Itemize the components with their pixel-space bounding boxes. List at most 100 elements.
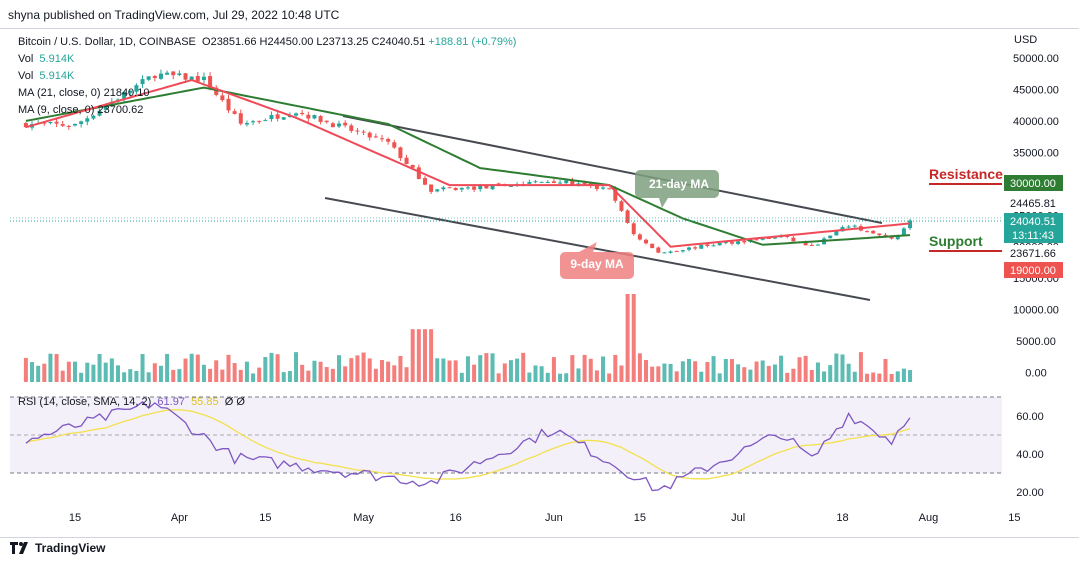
- volume-bar: [355, 355, 360, 382]
- candle-body: [674, 251, 679, 253]
- volume-bar: [772, 364, 777, 382]
- volume-bar: [343, 366, 348, 382]
- volume-bar: [883, 358, 888, 382]
- candle-body: [300, 112, 305, 115]
- candle-body: [435, 189, 440, 192]
- volume-bar: [306, 370, 311, 382]
- ohlc-values: O23851.66 H24450.00 L23713.25 C24040.51: [202, 36, 426, 48]
- volume-bar: [472, 364, 477, 382]
- volume-bar: [791, 368, 796, 382]
- candle-body: [539, 181, 544, 183]
- candle-body: [269, 114, 274, 120]
- volume-bar: [410, 329, 415, 382]
- candle-body: [760, 237, 765, 240]
- volume-bar: [73, 361, 77, 382]
- ma21-callout[interactable]: 21-day MA: [635, 170, 719, 208]
- volume-bar: [386, 361, 391, 382]
- candle-body: [601, 187, 606, 189]
- resistance-price-tag: 30000.00: [1004, 175, 1063, 191]
- vol-value: 5.914K: [39, 53, 75, 65]
- candle-body: [490, 184, 495, 190]
- candle-body: [656, 247, 661, 253]
- candle-body: [877, 233, 882, 236]
- volume-bar: [803, 355, 808, 382]
- volume-bar: [177, 369, 182, 382]
- candle-body: [367, 132, 372, 138]
- candle-body: [809, 244, 814, 246]
- time-tick-label: Aug: [919, 512, 939, 524]
- volume-bar: [447, 360, 452, 382]
- candle-body: [901, 228, 906, 236]
- legend-vol2-row[interactable]: Vol 5.914K: [18, 68, 74, 85]
- candle-body: [791, 237, 796, 242]
- channel-upper-line[interactable]: [342, 115, 883, 224]
- volume-bar: [865, 373, 870, 382]
- rsi-axis[interactable]: 60.00 40.00 20.00: [1016, 411, 1044, 499]
- legend-vol-row[interactable]: Vol 5.914K: [18, 51, 74, 68]
- legend-symbol-row[interactable]: Bitcoin / U.S. Dollar, 1D, COINBASE O238…: [18, 34, 516, 51]
- candle-body: [551, 181, 556, 184]
- volume-bars: [23, 294, 913, 382]
- publisher-header: shyna published on TradingView.com, Jul …: [8, 8, 340, 22]
- candle-body: [134, 85, 139, 92]
- volume-bar: [699, 371, 704, 382]
- volume-bar: [281, 372, 286, 382]
- candle-body: [644, 239, 649, 244]
- vol2-value: 5.914K: [39, 70, 75, 82]
- candle-body: [422, 178, 427, 185]
- currency-label: USD: [1014, 34, 1038, 46]
- volume-bar: [232, 363, 237, 382]
- legend-ma9-row[interactable]: MA (9, close, 0) 23700.62: [18, 102, 143, 119]
- candle-body: [465, 187, 470, 189]
- legend-ma21-row[interactable]: MA (21, close, 0) 21840.10: [18, 85, 149, 102]
- ma9-callout[interactable]: 9-day MA: [560, 242, 634, 279]
- rsi-line[interactable]: [25, 400, 911, 492]
- legend-rsi-row[interactable]: RSI (14, close, SMA, 14, 2) 61.97 55.85 …: [18, 394, 245, 411]
- candle-body: [736, 241, 741, 245]
- candle-body: [201, 76, 206, 81]
- candle-body: [410, 165, 415, 168]
- svg-text:24040.51: 24040.51: [1010, 216, 1056, 228]
- time-tick-label: Apr: [171, 512, 188, 524]
- candle-body: [533, 181, 538, 183]
- candle-body: [232, 111, 237, 114]
- candle-body: [416, 167, 421, 179]
- candle-body: [392, 142, 397, 148]
- channel-lower-line[interactable]: [324, 197, 871, 301]
- time-axis[interactable]: 15 Apr 15 May 16 Jun 15 Jul 18 Aug 15: [69, 512, 1021, 524]
- volume-bar: [631, 294, 636, 382]
- footer-logo[interactable]: TradingView: [10, 541, 105, 555]
- bar-countdown: 13:11:43: [1012, 230, 1054, 242]
- candle-body: [441, 187, 446, 190]
- volume-bar: [23, 357, 28, 382]
- candle-body: [257, 121, 262, 123]
- ma9-line[interactable]: [25, 78, 911, 248]
- volume-bar: [674, 371, 679, 382]
- rsi-value: 61.97: [157, 396, 185, 408]
- candle-body: [183, 73, 188, 80]
- trend-channel: [324, 115, 883, 301]
- candle-body: [189, 76, 194, 80]
- candle-body: [711, 245, 716, 247]
- time-tick-label: 15: [634, 512, 646, 524]
- ma9-legend: MA (9, close, 0) 23700.62: [18, 104, 144, 116]
- candle-body: [103, 105, 108, 110]
- candle-body: [97, 110, 102, 116]
- ma21-line[interactable]: [25, 86, 911, 246]
- rsi-tick-label: 60.00: [1016, 411, 1044, 423]
- candle-body: [723, 242, 728, 244]
- ma21-callout-text: 21-day MA: [649, 177, 709, 191]
- volume-bar: [502, 363, 507, 382]
- candle-body: [275, 114, 280, 119]
- time-tick-label: 15: [69, 512, 81, 524]
- candle-body: [607, 188, 612, 190]
- candle-body: [754, 239, 759, 241]
- candle-body: [373, 136, 378, 138]
- candle-body: [846, 226, 851, 228]
- candle-body: [447, 187, 452, 189]
- volume-bar: [36, 365, 41, 382]
- price-tick-label: 40000.00: [1013, 116, 1059, 128]
- rsi-sma-line[interactable]: [25, 409, 911, 480]
- candle-body: [619, 201, 624, 211]
